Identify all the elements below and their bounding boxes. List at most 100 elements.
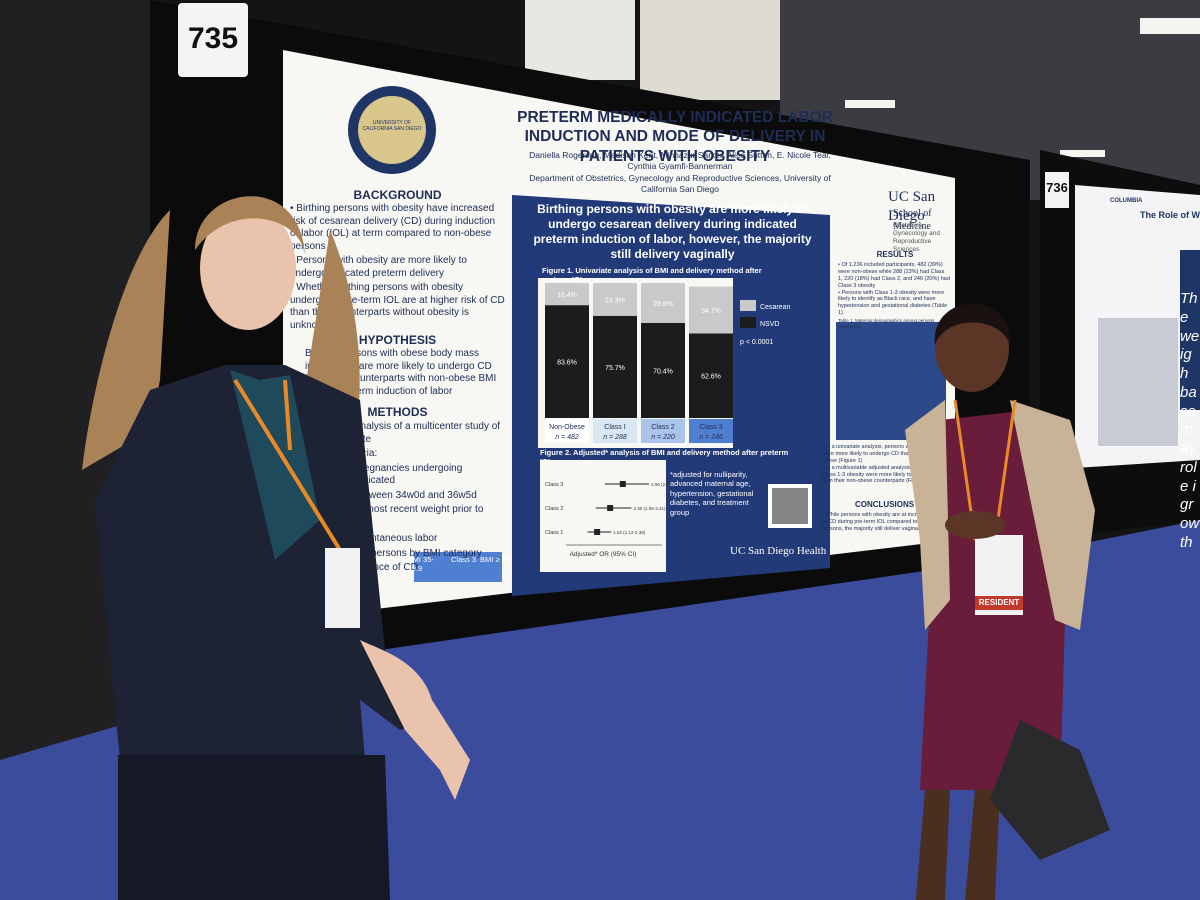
bar-value-label: 70.4% xyxy=(653,368,673,375)
results-item: In a multivariable adjusted analysis, pe… xyxy=(822,465,947,486)
figure-title: Figure 2. Adjusted* analysis of BMI and … xyxy=(540,448,789,467)
neighbor-institution: COLUMBIA xyxy=(1110,198,1143,204)
qr-pattern xyxy=(772,488,808,524)
methods-fragment: spontaneous labor xyxy=(355,533,438,544)
bar-value-label: 16.4% xyxy=(557,292,577,299)
bar-value-label: 24.3% xyxy=(605,297,625,304)
category-label: Class 3 xyxy=(699,424,722,431)
section-heading: RESULTS xyxy=(876,250,914,259)
neighbor-big-text: The weigh base may role i growth xyxy=(1180,290,1200,551)
row-label: Class 3 xyxy=(545,482,563,488)
category-label: Class 2 xyxy=(651,424,674,431)
pillar xyxy=(640,0,780,100)
board-side xyxy=(0,0,150,780)
category-label: Class I xyxy=(604,424,625,431)
bmi-cell: BMI 35-39.9 xyxy=(407,555,434,574)
hypothesis-text: Birthing persons with obese body mass in… xyxy=(305,348,497,397)
ceiling-light xyxy=(1060,150,1105,157)
figure2-panel xyxy=(540,460,666,572)
background-list: Birthing persons with obesity have incre… xyxy=(290,203,505,334)
n-label: n = 482 xyxy=(555,434,579,441)
bar-value-label: 34.7% xyxy=(701,308,721,315)
legend-swatch xyxy=(740,317,756,328)
bar-segment xyxy=(593,283,637,316)
n-label: n = 288 xyxy=(603,434,627,441)
section-heading: BACKGROUND xyxy=(353,188,442,202)
bar-segment xyxy=(641,283,685,323)
booth-sign xyxy=(178,3,248,77)
methods-list: analysis of a multicenter study of late t… xyxy=(355,421,505,577)
bar-segment xyxy=(593,315,637,418)
legend-swatch xyxy=(740,300,756,311)
seal-inner xyxy=(358,96,426,164)
poster-title: PRETERM MEDICALLY INDICATED LABOR INDUCT… xyxy=(517,109,833,165)
bar-value-label: 75.7% xyxy=(605,365,625,372)
table-title: Table 1. Maternal demographics among per… xyxy=(838,318,935,329)
results-list: Of 1,236 included participants, 482 (39%… xyxy=(838,262,950,317)
ceiling-light xyxy=(1140,18,1200,34)
bar-segment xyxy=(641,322,685,418)
figure1-plot: 83.6% 16.4% Non-Obese n = 482 75.7% 24.3% Clas… xyxy=(545,283,790,443)
results-item: In a univariate analysis, persons with o… xyxy=(822,444,947,465)
bar-segment xyxy=(689,333,733,418)
seal-text: UNIVERSITY OF CALIFORNIA SAN DIEGO xyxy=(362,120,422,133)
table1 xyxy=(836,322,946,440)
results-item: Of 1,236 included participants, 482 (39%… xyxy=(838,262,950,290)
school-department: Obstetrics, Gynecology and Reproductive … xyxy=(893,222,940,254)
row-label: Class 1 xyxy=(545,530,563,536)
conclusion-item: While persons with obesity are at increa… xyxy=(822,512,947,533)
category-box xyxy=(689,419,733,443)
neighbor-panel xyxy=(1180,250,1200,410)
bar-segment xyxy=(545,305,589,418)
methods-fragment: between 34w0d and 36w5d xyxy=(355,489,477,501)
category-label: Non-Obese xyxy=(549,424,585,431)
bmi-cell: Class 2 xyxy=(378,555,404,564)
authors: Daniella Rogerson, Madison Kent, Minhazu… xyxy=(529,150,831,171)
bar-segment xyxy=(689,286,733,334)
neighbor-title: The Role of Weig xyxy=(1140,210,1200,220)
results-list: In a univariate analysis, persons with o… xyxy=(822,444,947,485)
category-box xyxy=(641,419,685,443)
bmi-cell: Class 3 xyxy=(451,555,477,564)
or-label: 1.62 (1.12-2.36) xyxy=(613,530,646,535)
category-box xyxy=(545,419,589,443)
footer-logo: UC San Diego Health xyxy=(730,545,827,557)
or-point xyxy=(594,529,601,535)
or-label: 2.96 (2.02-4.33) xyxy=(651,482,684,487)
section-heading: CONCLUSIONS xyxy=(854,500,915,509)
methods-fragment: pregnancies undergoing indicated xyxy=(355,462,463,487)
school-unit: School of Medicine xyxy=(893,208,932,232)
methods-fragment: a: xyxy=(355,518,364,530)
background-item: Birthing persons with obesity have incre… xyxy=(290,203,505,253)
category-box xyxy=(593,419,637,443)
section-heading: METHODS xyxy=(367,405,428,419)
booth-number: 736 xyxy=(1046,180,1068,195)
row-label: Class 2 xyxy=(545,506,563,512)
or-point xyxy=(607,505,614,511)
legend-label: Cesarean xyxy=(760,304,790,311)
n-label: n = 246 xyxy=(699,434,723,441)
x-axis-label: Adjusted* OR (95% CI) xyxy=(570,551,637,558)
booth-number: 735 xyxy=(187,22,239,55)
bmi-cell: 34.9 xyxy=(360,555,375,564)
section-heading: HYPOTHESIS xyxy=(358,333,437,347)
bar-value-label: 62.6% xyxy=(701,374,721,381)
results-item: Persons with Class 1-3 obesity were more… xyxy=(838,290,950,318)
badge-role: RESIDENT xyxy=(978,598,1020,607)
pillar xyxy=(525,0,635,80)
bar-segment xyxy=(545,283,589,306)
or-point xyxy=(619,481,626,487)
figure-title: Figure 1. Univariate analysis of BMI and… xyxy=(542,266,762,285)
p-value: p < 0.0001 xyxy=(740,339,773,346)
affiliation: Department of Obstetrics, Gynecology and… xyxy=(529,173,831,194)
ceiling-light xyxy=(845,100,895,108)
bar-value-label: 29.6% xyxy=(653,301,673,308)
booth-sign xyxy=(1045,172,1069,208)
methods-fragment: st most recent weight prior to xyxy=(355,504,484,515)
legend-label: NSVD xyxy=(760,321,779,328)
background-item: Whether birthing persons with obesity un… xyxy=(290,282,505,332)
bmi-table-cells: 34.9 Class 2 BMI 35-39.9 Class 3 BMI ≥ 40 xyxy=(360,555,510,574)
figure2-footnote: *adjusted for nulliparity, advanced mate… xyxy=(670,470,754,517)
